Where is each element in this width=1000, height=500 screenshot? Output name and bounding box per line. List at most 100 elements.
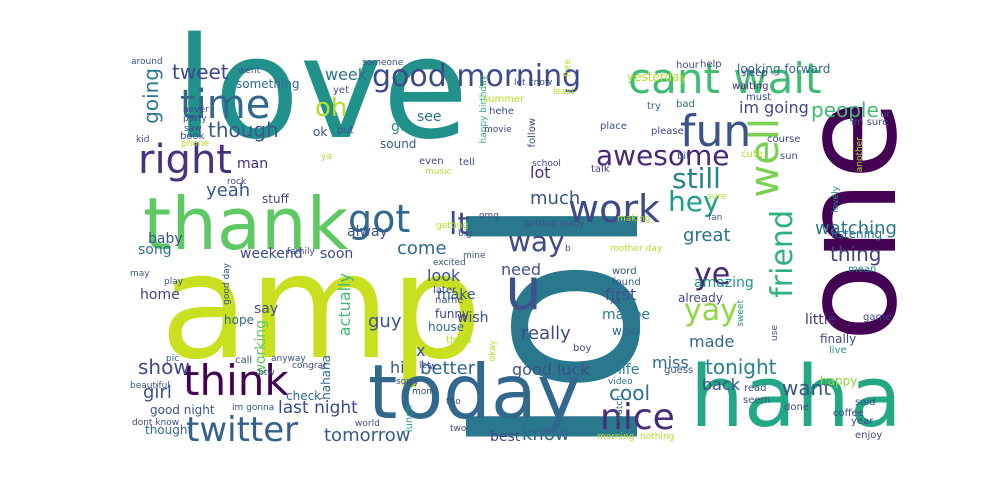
word-people: people bbox=[811, 98, 879, 122]
word-later: later bbox=[433, 285, 457, 296]
word-good-luck: good luck bbox=[512, 360, 590, 379]
word-right: right bbox=[138, 137, 232, 183]
word-thank: thank bbox=[143, 182, 349, 266]
word-kid: kid bbox=[136, 135, 150, 145]
word-looking-forward: looking forward bbox=[737, 62, 831, 76]
word-got: got bbox=[348, 197, 411, 241]
word-funny: funny bbox=[435, 307, 470, 321]
word-actually: actually bbox=[335, 273, 354, 337]
word-even: even bbox=[419, 156, 444, 167]
word-cool: cool bbox=[609, 381, 651, 405]
word-saw: saw bbox=[184, 124, 202, 134]
word-let-know: let know bbox=[514, 78, 553, 88]
word-rock: rock bbox=[227, 177, 247, 187]
word-year: year bbox=[851, 416, 874, 427]
word-hey: hey bbox=[668, 185, 720, 218]
word-really: really bbox=[521, 323, 571, 344]
word-boy: boy bbox=[573, 343, 592, 354]
word-watch: watch bbox=[615, 395, 625, 423]
word-mine: mine bbox=[463, 251, 486, 261]
word-name: name bbox=[435, 295, 464, 306]
word-talk: talk bbox=[591, 164, 610, 175]
word-waiting: waiting bbox=[732, 81, 769, 92]
word-big: big bbox=[458, 229, 472, 239]
word-getting: getting bbox=[436, 221, 469, 231]
word-im-gonna: im gonna bbox=[232, 403, 275, 413]
word-sweet: sweet bbox=[736, 300, 746, 327]
word-bit: bit bbox=[677, 151, 691, 162]
word-please: please bbox=[651, 126, 684, 137]
word-another: another bbox=[855, 137, 865, 173]
word-guess: guess bbox=[664, 365, 694, 376]
word-much: much bbox=[530, 188, 581, 209]
word-summer: summer bbox=[483, 94, 525, 105]
word-soon: soon bbox=[320, 246, 354, 262]
word-finally: finally bbox=[820, 332, 857, 346]
word-tonight: tonight bbox=[705, 355, 777, 379]
word-tweet: tweet bbox=[172, 60, 229, 84]
word-xx: xx bbox=[610, 296, 622, 307]
word-love: love bbox=[175, 8, 469, 171]
word-music: music bbox=[425, 167, 452, 177]
word-around: around bbox=[131, 57, 163, 67]
word-thought: thought bbox=[145, 423, 193, 437]
word-maybe: maybe bbox=[602, 307, 651, 323]
word-hi: hi bbox=[390, 358, 405, 377]
word-good-night: good night bbox=[150, 403, 215, 417]
word-need: need bbox=[501, 260, 541, 279]
word-use: use bbox=[770, 325, 780, 341]
word-haha: haha bbox=[690, 348, 902, 447]
word-w: w bbox=[429, 362, 437, 372]
word-great: great bbox=[683, 225, 731, 246]
word-free: free bbox=[563, 59, 573, 77]
word-enjoy: enjoy bbox=[855, 430, 883, 441]
word-mom: mom bbox=[412, 387, 436, 397]
word-making: making bbox=[617, 214, 651, 224]
word-friend: friend bbox=[765, 210, 800, 298]
word-school: school bbox=[532, 159, 561, 169]
word-okay: okay bbox=[488, 340, 498, 362]
word-alway: alway bbox=[347, 224, 388, 240]
word-ok: ok bbox=[313, 125, 328, 139]
word-never: never bbox=[183, 105, 209, 115]
word-ya: ya bbox=[321, 152, 332, 162]
word-good-morning: good morning bbox=[372, 59, 582, 94]
word-week: week bbox=[325, 65, 368, 84]
word-though: though bbox=[208, 118, 279, 142]
word-twitter: twitter bbox=[186, 410, 299, 450]
word-bad: bad bbox=[676, 99, 695, 110]
word-anyway: anyway bbox=[271, 354, 306, 364]
word-someone: someone bbox=[362, 58, 404, 68]
word-btw: btw bbox=[258, 368, 275, 378]
word-follow: follow bbox=[527, 118, 538, 148]
word-cute: cute bbox=[741, 149, 763, 160]
word-go: go bbox=[391, 119, 409, 135]
word-tomorrow: tomorrow bbox=[324, 425, 411, 446]
word-little: little bbox=[805, 312, 837, 328]
word-hope: hope bbox=[224, 313, 254, 327]
word-mean: mean bbox=[848, 264, 877, 275]
word-course: course bbox=[767, 134, 801, 145]
word-seem: seem bbox=[743, 395, 771, 406]
word-home: home bbox=[140, 287, 180, 303]
word-going: going bbox=[139, 68, 163, 124]
word-im-going: im going bbox=[739, 98, 809, 117]
word-ur: ur bbox=[880, 109, 891, 120]
word-sorry: sorry bbox=[396, 377, 419, 387]
word-work: work bbox=[568, 187, 660, 231]
word-excited: excited bbox=[433, 258, 466, 268]
word-two: two bbox=[450, 424, 467, 434]
word-found: found bbox=[612, 277, 641, 288]
word-girl: girl bbox=[143, 382, 172, 403]
word-amp: amp bbox=[160, 223, 483, 392]
word-x: x bbox=[416, 341, 426, 360]
word-nice: nice bbox=[600, 397, 675, 438]
word-went: went bbox=[238, 66, 261, 76]
word-back: back bbox=[702, 375, 741, 394]
word-want: want bbox=[782, 376, 832, 400]
word-still: still bbox=[672, 162, 721, 195]
word-help: help bbox=[700, 59, 722, 70]
word-thing: thing bbox=[830, 242, 882, 266]
word-way: way bbox=[508, 225, 565, 258]
